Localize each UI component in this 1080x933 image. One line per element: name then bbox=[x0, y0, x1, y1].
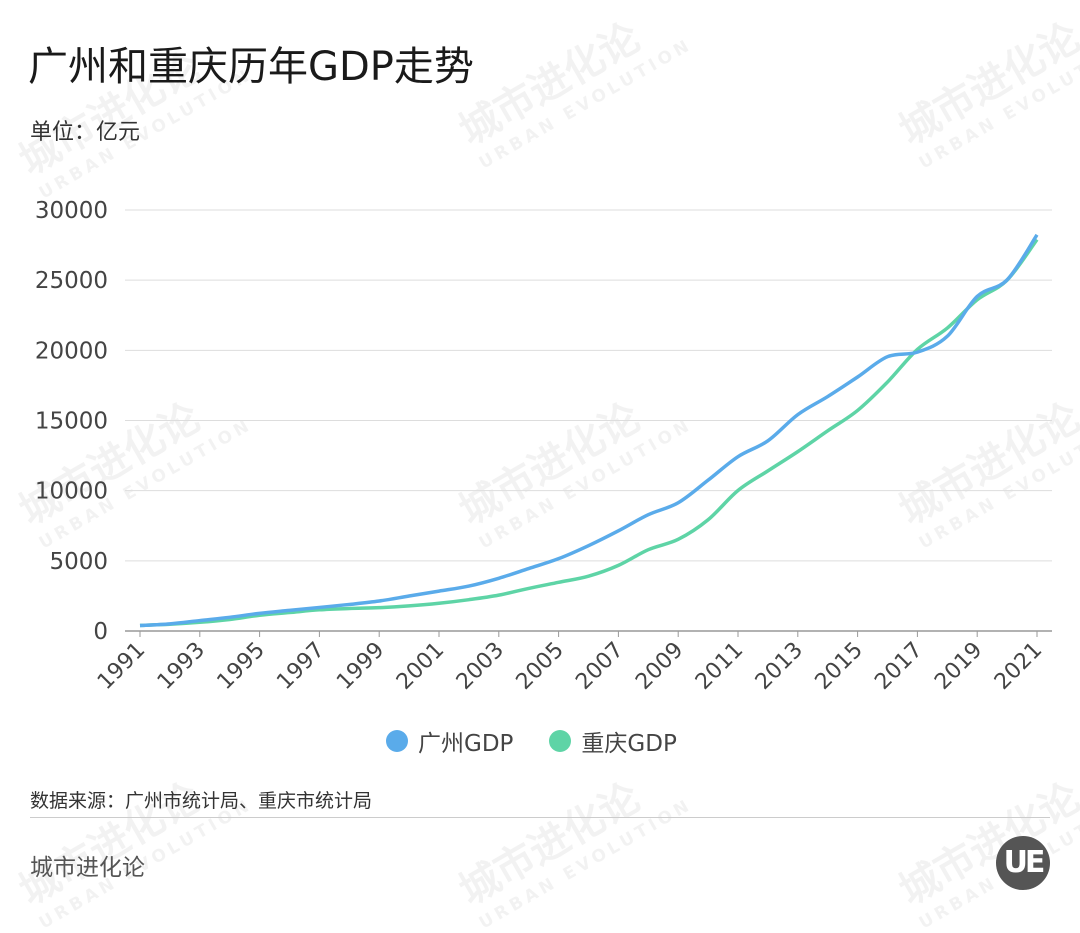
y-tick-label: 10000 bbox=[35, 479, 108, 505]
x-tick-label: 2005 bbox=[512, 638, 569, 695]
unit-label: 单位：亿元 bbox=[30, 120, 141, 145]
series-line-guangzhou bbox=[139, 233, 1039, 628]
brand-name: 城市进化论 bbox=[30, 855, 145, 881]
legend: 广州GDP 重庆GDP bbox=[386, 724, 677, 758]
x-tick-label: 2011 bbox=[691, 638, 748, 695]
data-source: 数据来源：广州市统计局、重庆市统计局 bbox=[30, 790, 373, 812]
x-tick-label: 1991 bbox=[93, 638, 150, 695]
legend-marker-guangzhou bbox=[386, 730, 408, 752]
brand-logo: UE bbox=[996, 836, 1050, 890]
x-tick-label: 2007 bbox=[571, 638, 628, 695]
x-tick-label: 2019 bbox=[930, 638, 987, 695]
x-tick-label: 2001 bbox=[392, 638, 449, 695]
legend-label: 广州GDP bbox=[418, 731, 514, 757]
x-tick-label: 2003 bbox=[452, 638, 509, 695]
y-tick-label: 15000 bbox=[35, 409, 108, 435]
x-tick-label: 2017 bbox=[870, 638, 927, 695]
y-tick-label: 5000 bbox=[49, 549, 108, 575]
x-tick-label: 2013 bbox=[751, 638, 808, 695]
legend-label: 重庆GDP bbox=[581, 731, 677, 757]
x-tick-label: 2021 bbox=[990, 638, 1047, 695]
y-tick-label: 20000 bbox=[35, 338, 108, 364]
x-tick-label: 1997 bbox=[272, 638, 329, 695]
legend-marker-chongqing bbox=[549, 730, 572, 752]
y-tick-label: 25000 bbox=[35, 268, 108, 294]
legend-item-guangzhou[interactable]: 广州GDP bbox=[386, 724, 513, 758]
legend-item-chongqing[interactable]: 重庆GDP bbox=[549, 724, 677, 758]
x-tick-label: 1995 bbox=[213, 638, 270, 695]
x-tick-label: 2009 bbox=[631, 638, 688, 695]
x-tick-label: 1999 bbox=[332, 638, 389, 695]
y-tick-label: 30000 bbox=[35, 198, 108, 224]
chart-title: 广州和重庆历年GDP走势 bbox=[28, 44, 474, 90]
series-line-chongqing bbox=[139, 238, 1039, 628]
x-tick-label: 2015 bbox=[811, 638, 868, 695]
divider bbox=[30, 817, 1050, 818]
y-tick-label: 0 bbox=[93, 619, 108, 645]
x-tick-label: 1993 bbox=[153, 638, 210, 695]
